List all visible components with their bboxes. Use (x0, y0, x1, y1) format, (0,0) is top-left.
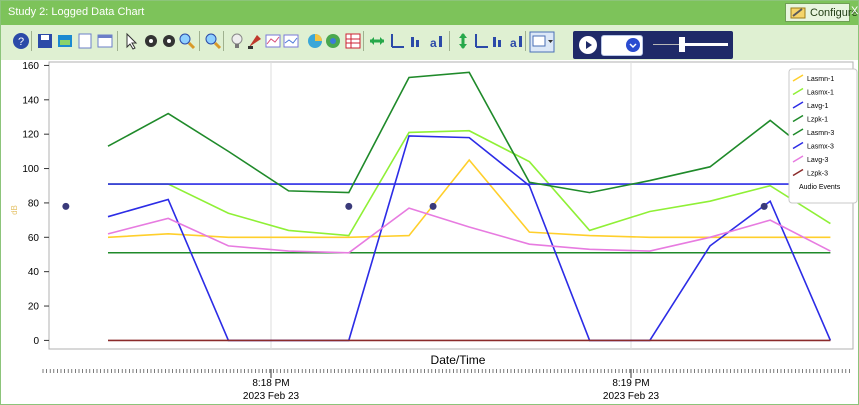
x-date-label: 2023 Feb 23 (603, 391, 660, 402)
marker-icon[interactable] (245, 31, 265, 51)
y-tick-label: 120 (22, 130, 39, 141)
svg-text:a: a (510, 36, 517, 50)
zoom-in-icon[interactable] (177, 31, 197, 51)
bulb-icon[interactable] (227, 31, 247, 51)
x-time-label: 8:18 PM (252, 378, 289, 389)
series-line-lzpk-1 (107, 71, 831, 194)
chart-compare-icon[interactable] (281, 31, 301, 51)
grid-icon[interactable] (343, 31, 363, 51)
y-tick-label: 40 (28, 267, 40, 278)
save-icon[interactable] (35, 31, 55, 51)
image-icon[interactable] (55, 31, 75, 51)
window-icon[interactable] (95, 31, 115, 51)
speed-select[interactable] (601, 35, 643, 56)
legend-label: Lasmn-3 (807, 130, 834, 137)
toolbar-separator (31, 31, 32, 51)
new-page-icon[interactable] (75, 31, 95, 51)
legend-label: Lzpk-1 (807, 117, 828, 124)
legend-label: Lzpk-3 (807, 171, 828, 178)
x-axis-label: Date/Time (431, 353, 486, 367)
toolbar-separator (199, 31, 200, 51)
chart-options-icon[interactable] (529, 31, 555, 53)
wrench-icon (790, 7, 806, 19)
horizontal-fit-icon[interactable] (367, 31, 387, 51)
y-tick-label: 20 (28, 302, 40, 313)
globe-icon[interactable] (323, 31, 343, 51)
y-tick-label: 60 (28, 233, 40, 244)
play-icon (586, 41, 592, 49)
slider-thumb[interactable] (679, 37, 685, 52)
legend-label: Lavg-1 (807, 103, 829, 110)
y-tick-label: 140 (22, 95, 39, 106)
y-tick-label: 80 (28, 198, 40, 209)
legend-label: Lasmn-1 (807, 76, 834, 83)
move-icon[interactable] (159, 31, 179, 51)
legend-label: Lasmx-1 (807, 90, 834, 97)
vertical-align-icon[interactable] (471, 31, 491, 51)
vertical-auto-icon[interactable]: a (507, 31, 527, 51)
x-date-label: 2023 Feb 23 (243, 391, 300, 402)
toolbar-separator (363, 31, 364, 51)
toolbar-separator (117, 31, 118, 51)
horizontal-align-icon[interactable] (387, 31, 407, 51)
pan-icon[interactable] (141, 31, 161, 51)
chart-svg: 0 20 40 60 80 100 120 140 160 dB Date/Time 8:18 PM 2… (10, 61, 858, 402)
audio-event-marker (345, 202, 353, 210)
vertical-fit-icon[interactable] (453, 31, 473, 51)
configure-button[interactable]: Configure (785, 3, 858, 22)
vertical-scale-icon[interactable] (489, 31, 509, 51)
slider-fill (685, 43, 728, 46)
toolbar-separator (525, 31, 526, 51)
svg-text:?: ? (18, 36, 24, 48)
legend-box (788, 68, 858, 204)
chart-line-icon[interactable] (263, 31, 283, 51)
legend-label: Audio Events (799, 184, 841, 191)
legend-label: Lasmx-3 (807, 144, 834, 151)
series-line-lavg-3 (107, 207, 831, 254)
y-tick-label: 100 (22, 164, 39, 175)
legend-label: Lavg-3 (807, 157, 829, 164)
y-axis-label: dB (10, 205, 19, 215)
pointer-icon[interactable] (121, 31, 141, 51)
audio-event-marker (429, 202, 437, 210)
legend-swatch (792, 87, 804, 96)
plot-frame (48, 61, 854, 350)
svg-text:a: a (430, 36, 437, 50)
legend-swatch (792, 168, 804, 177)
toolbar-separator (449, 31, 450, 51)
series-line-lasmx-1 (108, 129, 831, 237)
audio-event-marker (760, 202, 768, 210)
toolbar: ? a a (1, 25, 858, 60)
audio-event-marker (62, 202, 70, 210)
configure-label: Configure (810, 7, 858, 19)
legend-swatch (792, 101, 804, 109)
legend-swatch (792, 128, 804, 136)
y-tick-label: 0 (33, 336, 39, 347)
x-time-label: 8:19 PM (612, 378, 649, 389)
playback-slider[interactable] (653, 37, 728, 52)
play-button[interactable] (579, 36, 597, 54)
horizontal-scale-icon[interactable] (407, 31, 427, 51)
legend-swatch (792, 155, 804, 163)
window-title: Study 2: Logged Data Chart (8, 6, 145, 18)
chevron-down-icon (626, 38, 640, 52)
toolbar-separator (223, 31, 224, 51)
legend-swatch (792, 141, 804, 150)
help-icon[interactable]: ? (11, 31, 31, 51)
title-bar: Study 2: Logged Data Chart Configure X (1, 1, 858, 25)
zoom-out-icon[interactable] (203, 31, 223, 51)
horizontal-auto-icon[interactable]: a (427, 31, 447, 51)
legend-swatch (792, 114, 804, 123)
legend-swatch (792, 74, 804, 82)
close-icon[interactable]: X (851, 5, 859, 17)
pie-icon[interactable] (305, 31, 325, 51)
y-tick-label: 160 (22, 61, 39, 72)
chart-area: 0 20 40 60 80 100 120 140 160 dB Date/Time 8:18 PM 2… (1, 60, 858, 404)
